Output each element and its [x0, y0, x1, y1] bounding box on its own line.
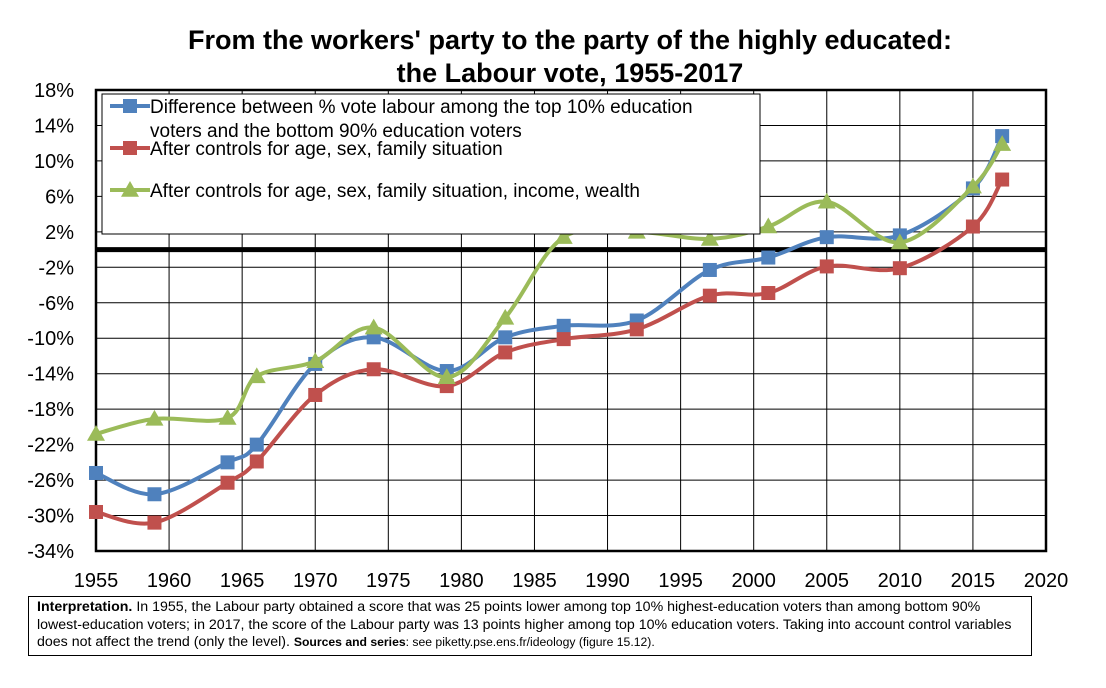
legend-label: Difference between % vote labour among t…	[150, 97, 693, 118]
series-1-point	[761, 250, 776, 265]
series-1-point	[89, 465, 103, 480]
series-1-point	[220, 455, 235, 470]
y-tick-label: 18%	[34, 80, 74, 102]
y-tick-label: -14%	[27, 364, 74, 386]
series-2-point	[366, 362, 381, 377]
series-3-point	[993, 135, 1012, 151]
series-2-point	[965, 219, 980, 234]
legend-item-3: After controls for age, sex, family situ…	[110, 181, 640, 202]
x-tick-label: 2000	[731, 570, 776, 592]
series-1-line	[95, 135, 1004, 497]
x-tick-label: 2010	[878, 570, 923, 592]
series-2-point	[498, 345, 513, 360]
legend-label: After controls for age, sex, family situ…	[150, 139, 503, 160]
x-tick-label: 2015	[951, 570, 996, 592]
legend-label: voters and the bottom 90% education vote…	[150, 121, 522, 142]
chart-title-line-2: the Labour vote, 1955-2017	[397, 58, 744, 88]
y-tick-label: -22%	[27, 435, 74, 457]
series-3-point	[963, 177, 982, 194]
x-tick-label: 1975	[366, 570, 411, 592]
x-tick-label: 1960	[147, 570, 192, 592]
series-2-point	[220, 475, 235, 490]
y-tick-label: -6%	[38, 293, 74, 315]
x-tick-label: 1985	[512, 570, 557, 592]
series-2-point	[702, 288, 717, 303]
x-tick-label: 1990	[585, 570, 630, 592]
y-tick-label: -18%	[27, 399, 74, 421]
series-3-point	[364, 318, 383, 335]
series-3-point	[554, 228, 573, 244]
interpretation-text: In 1955, the Labour party obtained a sco…	[37, 599, 1012, 650]
y-tick-label: -10%	[27, 328, 74, 350]
x-tick-label: 1965	[220, 570, 265, 592]
legend-label: After controls for age, sex, family situ…	[150, 181, 640, 202]
interpretation-label: Interpretation.	[37, 599, 133, 615]
series-3-point	[437, 368, 456, 384]
series-2-line	[95, 178, 1004, 526]
series-1-point	[498, 330, 513, 345]
plot-area: 18% 14% 10% 6% 2% -2% -6% -10% -14% -18% -22% -26% -…	[27, 80, 1068, 592]
x-tick-label: 1995	[658, 570, 703, 592]
series-2-point	[892, 261, 907, 276]
series-2-point	[147, 515, 162, 530]
x-tick-label: 2020	[1024, 570, 1069, 592]
series-1-point	[249, 437, 264, 452]
series-3-point	[817, 192, 836, 209]
series-3-point	[87, 424, 105, 441]
y-tick-label: -34%	[27, 541, 74, 563]
legend-item-2: After controls for age, sex, family situ…	[110, 139, 503, 160]
series-1-point	[819, 230, 834, 245]
y-tick-label: -30%	[27, 506, 74, 528]
series-3-line	[95, 142, 1004, 436]
y-tick-label: 10%	[34, 151, 74, 173]
y-tick-label: 2%	[45, 222, 74, 244]
series-2-point	[308, 387, 323, 402]
interpretation-note: Interpretation. In 1955, the Labour part…	[28, 596, 1032, 656]
series-3-point	[218, 409, 237, 425]
series-2-point	[995, 172, 1010, 187]
series-2-point	[761, 286, 776, 301]
legend: Difference between % vote labour among t…	[101, 93, 761, 235]
series-3-point	[145, 409, 164, 426]
legend-swatch-marker	[123, 141, 137, 155]
sources-label: Sources and series	[293, 635, 406, 649]
series-1-point	[147, 487, 162, 502]
series-2-point	[819, 259, 834, 274]
y-tick-label: 14%	[34, 115, 74, 137]
x-tick-label: 1970	[293, 570, 338, 592]
legend-swatch-marker	[121, 181, 139, 197]
series-2-point	[556, 332, 571, 347]
labour-vote-chart: From the workers' party to the party of …	[27, 25, 1068, 592]
y-tick-label: -2%	[38, 257, 74, 279]
y-tick-label: -26%	[27, 470, 74, 492]
x-tick-label: 1980	[439, 570, 484, 592]
series-3-point	[700, 229, 719, 246]
series-3-point	[759, 217, 778, 234]
legend-item-1: Difference between % vote labour among t…	[110, 97, 693, 142]
series-3-point	[890, 233, 909, 250]
plot-border	[94, 88, 1048, 553]
series-2-point	[629, 322, 644, 337]
series-3-point	[306, 352, 325, 369]
y-tick-label: 6%	[45, 186, 74, 208]
series-3-point	[247, 367, 266, 384]
series-3-point	[496, 308, 515, 325]
chart-title-line-1: From the workers' party to the party of …	[188, 25, 952, 55]
series-1-point	[702, 262, 717, 277]
series-1-point	[556, 318, 571, 333]
sources-text: : see piketty.pse.ens.fr/ideology (figur…	[405, 635, 655, 649]
series-2-point	[89, 504, 103, 519]
x-tick-label: 1955	[74, 570, 119, 592]
legend-swatch-marker	[123, 99, 137, 113]
series-2-point	[249, 454, 264, 469]
legend-box	[101, 93, 761, 235]
x-tick-label: 2005	[805, 570, 850, 592]
